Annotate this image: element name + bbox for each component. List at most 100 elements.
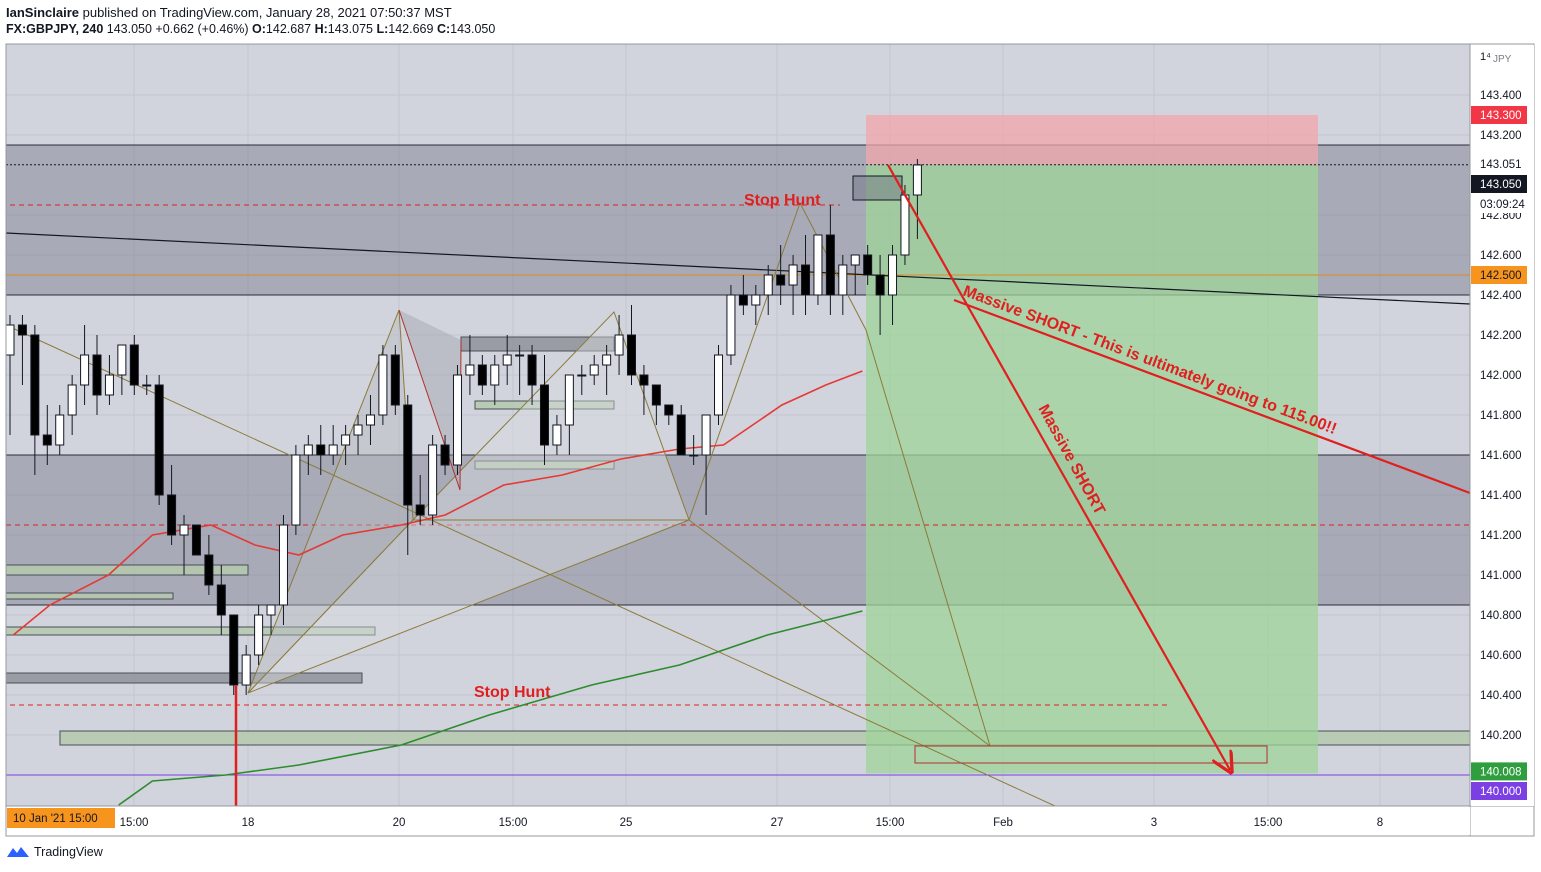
candle[interactable] [689,435,699,465]
candle[interactable] [751,285,761,325]
candle[interactable] [701,414,711,515]
candle[interactable] [216,565,226,635]
candle[interactable] [254,605,264,665]
candle[interactable] [477,355,487,395]
harmonic-diagonal-2[interactable] [688,519,991,747]
candle[interactable] [117,344,127,395]
candle[interactable] [403,395,413,555]
candle-body [6,324,15,356]
candle[interactable] [67,375,77,435]
candle[interactable] [738,275,748,315]
target-box[interactable] [914,745,1268,764]
candle[interactable] [17,315,27,385]
author-name[interactable]: IanSinclaire [6,5,79,20]
candle[interactable] [825,205,835,315]
time-axis[interactable]: 15:00 18 20 15:00 25 27 15:00 Feb 3 15:00 8 10 Jan … [7,807,1470,835]
candle[interactable] [602,345,612,395]
candle[interactable] [104,355,114,405]
candle[interactable] [278,515,288,625]
candle[interactable] [490,355,500,405]
range-box[interactable] [6,672,363,684]
candle[interactable] [266,604,276,635]
ema-fast-line[interactable] [12,370,863,636]
candle[interactable] [639,365,649,415]
candle[interactable] [291,445,301,535]
candle[interactable] [552,415,562,455]
candle[interactable] [527,345,537,405]
candle[interactable] [664,404,674,425]
candle[interactable] [838,255,848,315]
candle[interactable] [303,435,313,475]
candle[interactable] [539,355,549,465]
candle[interactable] [763,265,773,315]
candle[interactable] [614,315,624,375]
candle[interactable] [452,365,462,475]
candle[interactable] [179,515,189,575]
candle[interactable] [801,235,811,315]
candle[interactable] [353,415,363,455]
candle[interactable] [813,234,823,305]
candle[interactable] [154,375,164,505]
candle[interactable] [627,305,636,385]
harmonic-leg-cd[interactable] [411,311,690,521]
candle[interactable] [378,345,388,425]
candle[interactable] [875,255,885,335]
candle[interactable] [726,285,736,365]
candle[interactable] [515,345,525,395]
candle[interactable] [589,355,599,385]
footer-brand[interactable]: TradingView [6,845,103,859]
candle[interactable] [788,255,798,315]
candle[interactable] [204,535,214,595]
candle[interactable] [714,345,724,425]
candle[interactable] [863,245,873,285]
ema-slow-line[interactable] [118,610,863,806]
candle[interactable] [564,374,574,455]
candle[interactable] [316,425,326,475]
candle[interactable] [502,335,512,385]
candle[interactable] [241,645,251,695]
price-axis[interactable]: 143.400143.200142.800142.600142.400142.2… [1471,45,1534,806]
candle[interactable] [365,395,375,445]
stop-loss-area[interactable] [866,115,1318,165]
candle[interactable] [92,335,102,415]
time-tick-label: 15:00 [120,817,149,829]
candle[interactable] [577,365,587,395]
candle-body [776,274,786,286]
candle[interactable] [167,465,177,545]
candle[interactable] [415,475,425,525]
candle[interactable] [390,345,400,415]
candle[interactable] [428,435,438,525]
candle[interactable] [129,335,139,395]
candle[interactable] [6,315,15,435]
entry-box[interactable] [852,175,903,201]
range-box[interactable] [6,592,174,600]
candle[interactable] [42,405,52,465]
candle[interactable] [142,375,152,395]
trend-line[interactable] [6,232,1470,305]
candle[interactable] [912,159,922,239]
candle[interactable] [30,325,40,475]
candle[interactable] [776,245,786,305]
candle[interactable] [850,254,860,295]
long-short-line[interactable] [953,298,1470,495]
range-box[interactable] [6,564,249,576]
candle[interactable] [191,524,201,556]
harmonic-diagonal[interactable] [7,325,1056,806]
candle[interactable] [440,435,450,475]
candle[interactable] [80,325,90,405]
candle[interactable] [328,425,338,465]
symbol-label[interactable]: FX:GBPJPY, 240 [6,22,104,36]
short-position[interactable] [866,115,1318,774]
candle[interactable] [651,384,661,425]
candle[interactable] [888,245,898,325]
short-arrow[interactable] [887,164,1230,770]
candle[interactable] [55,405,65,455]
candle[interactable] [465,335,475,395]
candle[interactable] [229,614,239,695]
take-profit-area[interactable] [866,165,1318,774]
candle[interactable] [676,405,686,456]
range-box[interactable] [6,626,376,636]
candle-body [365,414,375,426]
candle[interactable] [341,425,351,465]
